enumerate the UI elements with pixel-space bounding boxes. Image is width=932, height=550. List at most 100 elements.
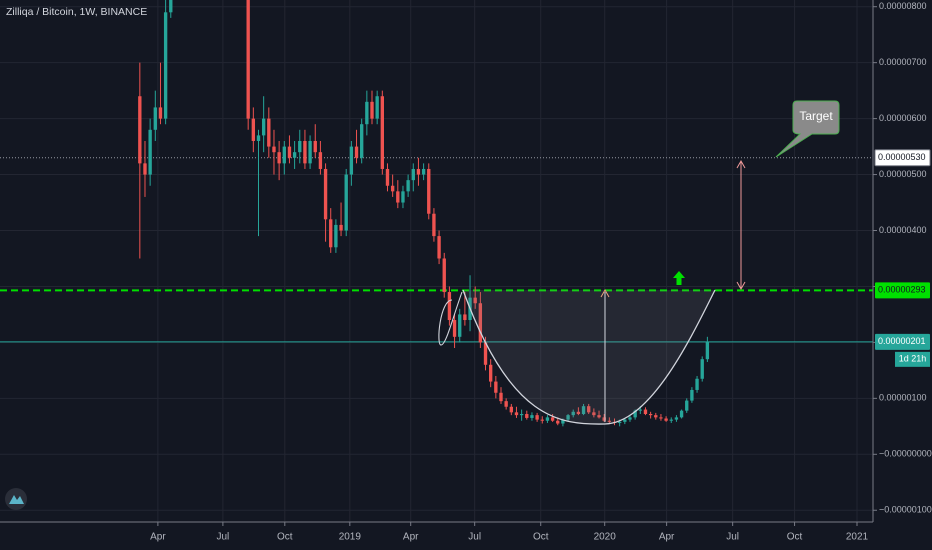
candle-body	[648, 414, 653, 416]
candle-body	[654, 415, 658, 418]
price-badge	[874, 149, 931, 167]
x-tick-label: Apr	[659, 532, 675, 543]
candle-body	[256, 135, 261, 141]
candle-body	[411, 168, 415, 181]
plot-area	[0, 0, 873, 427]
candle-body	[556, 420, 560, 424]
price-badge-label: 0.00000530	[878, 152, 926, 162]
x-tick-label: Apr	[150, 532, 166, 543]
candle-body	[679, 410, 684, 418]
cup-area	[463, 290, 715, 425]
candle-body	[581, 406, 586, 415]
axes: 0.00000800 0.00000700 0.00000600 0.00000500…	[150, 1, 932, 543]
candle-body	[607, 420, 612, 422]
candle-body	[277, 152, 281, 164]
chart-title: Zilliqa / Bitcoin, 1W, BINANCE	[6, 6, 147, 18]
candle-body	[406, 180, 410, 192]
candle-body	[360, 124, 364, 158]
candle-body	[447, 292, 452, 321]
y-tick-label: 0.00000400	[879, 225, 927, 235]
logo	[5, 488, 27, 510]
candle-body	[705, 341, 710, 360]
candle-body	[545, 417, 550, 421]
x-tick-label: Jul	[468, 532, 481, 543]
x-tick-label: Oct	[533, 532, 549, 543]
candle-body	[427, 168, 431, 214]
y-tick-label: −0.00000100	[879, 505, 932, 515]
candle-body	[674, 417, 679, 420]
target-arrow-heads	[736, 159, 746, 291]
countdown-badge	[895, 351, 930, 367]
candle-body	[514, 412, 519, 416]
candle-body	[452, 320, 457, 337]
candle-body	[473, 297, 477, 304]
candle-body	[354, 146, 359, 158]
candle-body	[313, 140, 317, 153]
candle-body	[246, 0, 250, 119]
candle-body	[499, 392, 503, 402]
candle-body	[571, 411, 575, 416]
price-badge	[875, 282, 930, 299]
candle-body	[148, 129, 152, 175]
candle-body	[396, 191, 400, 203]
candle-body	[638, 409, 642, 411]
candle-body	[617, 421, 622, 423]
candle-body	[318, 152, 323, 169]
x-tick-label: Oct	[787, 532, 803, 543]
candle-body	[576, 411, 581, 415]
callout-box	[775, 100, 840, 158]
candle-body	[664, 418, 668, 421]
candle-body	[530, 415, 534, 418]
y-tick-label: 0.00000800	[879, 1, 927, 11]
candle-body	[303, 140, 307, 164]
candle-body	[504, 401, 508, 407]
candle-body	[349, 146, 354, 175]
candle-body	[623, 419, 627, 422]
candle-body	[669, 419, 673, 421]
candle-body	[478, 303, 483, 343]
candle-body	[334, 224, 338, 248]
price-badge-label: 0.00000201	[878, 336, 926, 346]
candle-body	[442, 258, 446, 293]
candle-body	[690, 389, 694, 401]
candle-body	[308, 140, 312, 164]
candle-body	[633, 410, 637, 418]
x-tick-label: 2019	[339, 532, 362, 543]
candle-body	[659, 417, 663, 419]
candle-body	[282, 146, 286, 164]
candle-body	[566, 415, 570, 420]
candle-body	[143, 163, 147, 175]
candle-body	[344, 174, 348, 231]
candle-body	[375, 96, 379, 119]
candle-body	[267, 118, 271, 147]
candle-body	[483, 342, 488, 365]
x-tick-label: Jul	[726, 532, 739, 543]
candle-body	[416, 168, 421, 175]
grid	[0, 0, 873, 522]
candle-body	[685, 400, 689, 411]
candle-body	[329, 219, 333, 248]
countdown-label: 1d 21h	[899, 354, 927, 364]
candle-body	[323, 168, 328, 220]
y-tick-label: −0.00000000	[879, 449, 932, 459]
candle-body	[643, 409, 648, 415]
price-axis	[873, 0, 932, 550]
candle-body	[169, 0, 173, 13]
candle-body	[390, 185, 395, 192]
price-badge-label: 0.00000293	[878, 285, 926, 295]
candle-body	[153, 107, 157, 130]
candle-body	[561, 419, 565, 424]
x-tick-label: Jul	[216, 532, 229, 543]
up-arrow	[673, 271, 685, 285]
callout-text: Target	[799, 109, 833, 123]
candle-body	[163, 12, 168, 119]
candle-body	[385, 168, 390, 186]
candle-body	[525, 414, 529, 418]
candle-body	[695, 378, 699, 390]
handle-curve	[438, 291, 463, 346]
x-tick-label: 2021	[846, 532, 869, 543]
candle-body	[287, 146, 292, 158]
candle-body	[519, 414, 524, 416]
target-callout: Target	[775, 100, 840, 158]
